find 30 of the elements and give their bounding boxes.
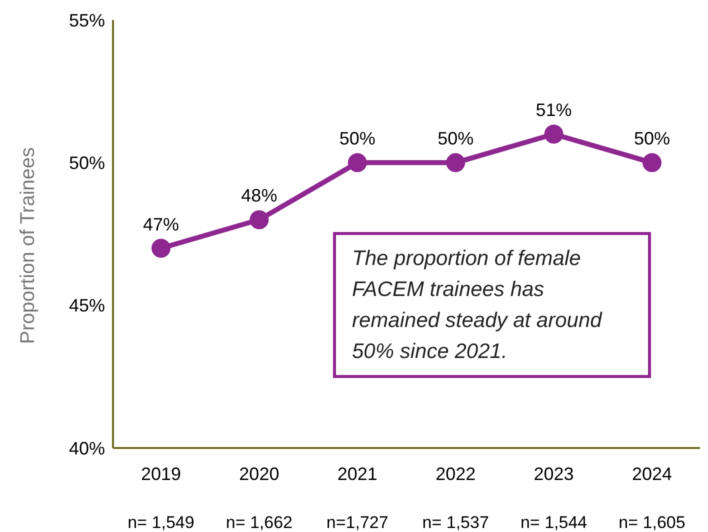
point — [446, 153, 466, 172]
data-label: 50% — [339, 128, 376, 149]
point — [152, 238, 170, 258]
text: n= 1,537 — [422, 513, 489, 532]
y-tick-label: 50% — [68, 153, 105, 174]
text: n= 1,605 — [618, 513, 686, 532]
data-label: 48% — [241, 186, 278, 206]
text: n= 1,549 — [128, 513, 194, 532]
x-tick-label: 2021 — [337, 464, 378, 484]
point — [642, 153, 662, 172]
x-tick-label: 2020 — [239, 464, 280, 484]
data-label: 47% — [142, 214, 180, 234]
data-label: 50% — [634, 128, 670, 149]
x-tick-label: 2023 — [534, 464, 574, 484]
callout-box: The proportion of female FACEM trainees has remained steady at around 50% since 2021. — [333, 232, 651, 378]
x-tick-label: 2019 — [140, 464, 182, 484]
point — [544, 124, 564, 144]
data-label: 50% — [438, 128, 474, 149]
text: n=1,727 — [326, 513, 388, 532]
y-tick-label: 40% — [68, 438, 105, 458]
x-tick-label: 2022 — [436, 464, 476, 484]
text: n= 1,662 — [226, 513, 293, 532]
text: n= 1,544 — [520, 513, 588, 532]
data-label: 51% — [536, 100, 572, 120]
x-tick-label: 2024 — [632, 464, 672, 484]
point — [348, 153, 367, 172]
y-tick-label: 55% — [68, 10, 105, 30]
y-axis-title: Proportion of Trainees — [17, 147, 40, 344]
point — [250, 210, 269, 230]
y-tick-label: 45% — [68, 296, 105, 316]
